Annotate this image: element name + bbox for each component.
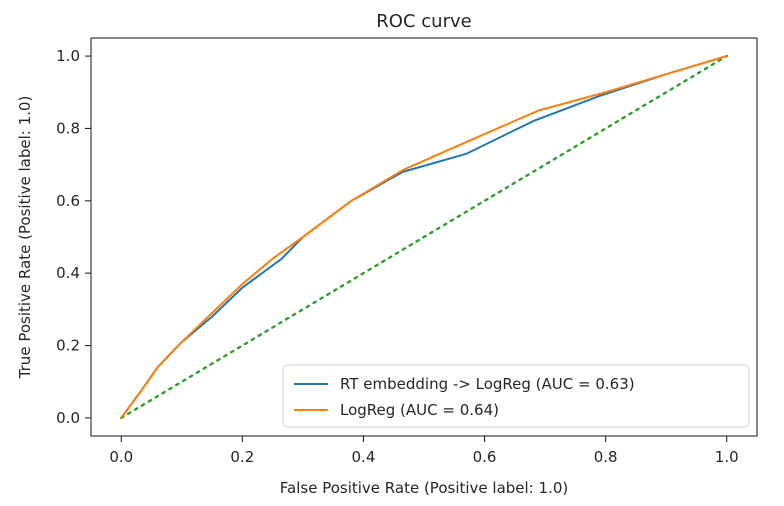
y-tick-label: 0.2 [56,337,80,355]
y-tick-label: 0.8 [56,119,80,137]
x-tick-label: 0.4 [352,448,376,466]
x-tick-label: 0.8 [594,448,618,466]
x-axis-label: False Positive Rate (Positive label: 1.0… [280,479,568,497]
x-tick-label: 0.2 [230,448,254,466]
axes: 0.0 0.2 0.4 0.6 0.8 1.0 0.0 0.2 0.4 0.6 0.8 1.0 [56,37,758,466]
x-tick-label: 1.0 [715,448,739,466]
chance-level-line [120,54,728,420]
plot-area [120,54,728,420]
y-tick-label: 0.4 [56,264,80,282]
legend-box [282,364,750,428]
legend-label-1: RT embedding -> LogReg (AUC = 0.63) [340,375,635,393]
axes-frame [90,37,758,437]
y-axis-label: True Positive Rate (Positive label: 1.0) [16,96,34,380]
y-tick-label: 0.6 [56,192,80,210]
series-line-2 [120,55,728,419]
x-tick-label: 0.6 [473,448,497,466]
legend-label-2: LogReg (AUC = 0.64) [340,401,499,419]
y-tick-label: 1.0 [56,47,80,65]
chart-title: ROC curve [376,11,471,32]
legend: RT embedding -> LogReg (AUC = 0.63) LogRe… [282,364,750,428]
x-tick-label: 0.0 [109,448,133,466]
y-tick-label: 0.0 [56,409,80,427]
